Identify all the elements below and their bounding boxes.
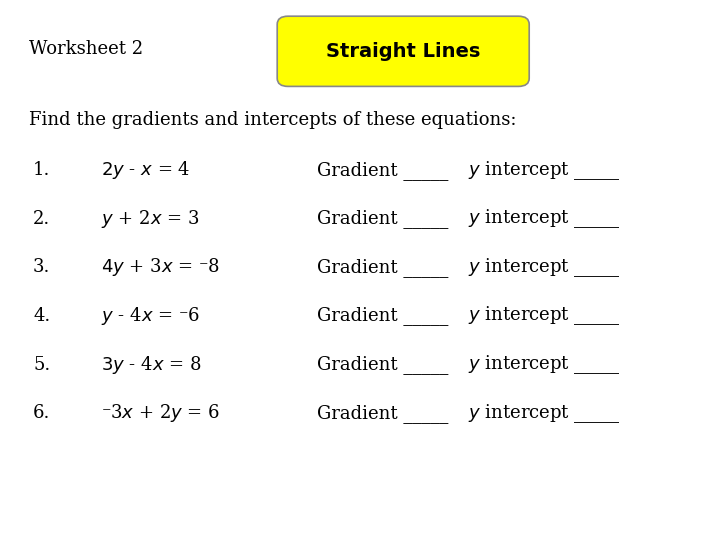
Text: 1.: 1.: [33, 161, 50, 179]
Text: $y$ intercept _____: $y$ intercept _____: [468, 256, 621, 279]
Text: $y$ + 2$x$ = 3: $y$ + 2$x$ = 3: [101, 208, 199, 230]
Text: $y$ intercept _____: $y$ intercept _____: [468, 402, 621, 424]
Text: 6.: 6.: [33, 404, 50, 422]
Text: Straight Lines: Straight Lines: [326, 42, 480, 61]
Text: $y$ intercept _____: $y$ intercept _____: [468, 159, 621, 181]
Text: $y$ intercept _____: $y$ intercept _____: [468, 353, 621, 376]
Text: $2y$ - $x$ = 4: $2y$ - $x$ = 4: [101, 159, 190, 181]
Text: $y$ intercept _____: $y$ intercept _____: [468, 207, 621, 230]
Text: Gradient _____: Gradient _____: [317, 209, 448, 228]
Text: 2.: 2.: [33, 210, 50, 228]
Text: $4y$ + 3$x$ = ⁻8: $4y$ + 3$x$ = ⁻8: [101, 256, 220, 278]
Text: Gradient _____: Gradient _____: [317, 160, 448, 180]
Text: Gradient _____: Gradient _____: [317, 258, 448, 277]
Text: 4.: 4.: [33, 307, 50, 325]
Text: Gradient _____: Gradient _____: [317, 403, 448, 423]
Text: Find the gradients and intercepts of these equations:: Find the gradients and intercepts of the…: [29, 111, 516, 129]
Text: $y$ intercept _____: $y$ intercept _____: [468, 305, 621, 327]
Text: $3y$ - 4$x$ = 8: $3y$ - 4$x$ = 8: [101, 354, 202, 375]
Text: ⁻3$x$ + 2$y$ = 6: ⁻3$x$ + 2$y$ = 6: [101, 402, 220, 424]
Text: $y$ - 4$x$ = ⁻6: $y$ - 4$x$ = ⁻6: [101, 305, 200, 327]
Text: Gradient _____: Gradient _____: [317, 355, 448, 374]
Text: Worksheet 2: Worksheet 2: [29, 39, 143, 58]
Text: Gradient _____: Gradient _____: [317, 306, 448, 326]
Text: 5.: 5.: [33, 355, 50, 374]
Text: 3.: 3.: [33, 258, 50, 276]
FancyBboxPatch shape: [277, 16, 529, 86]
